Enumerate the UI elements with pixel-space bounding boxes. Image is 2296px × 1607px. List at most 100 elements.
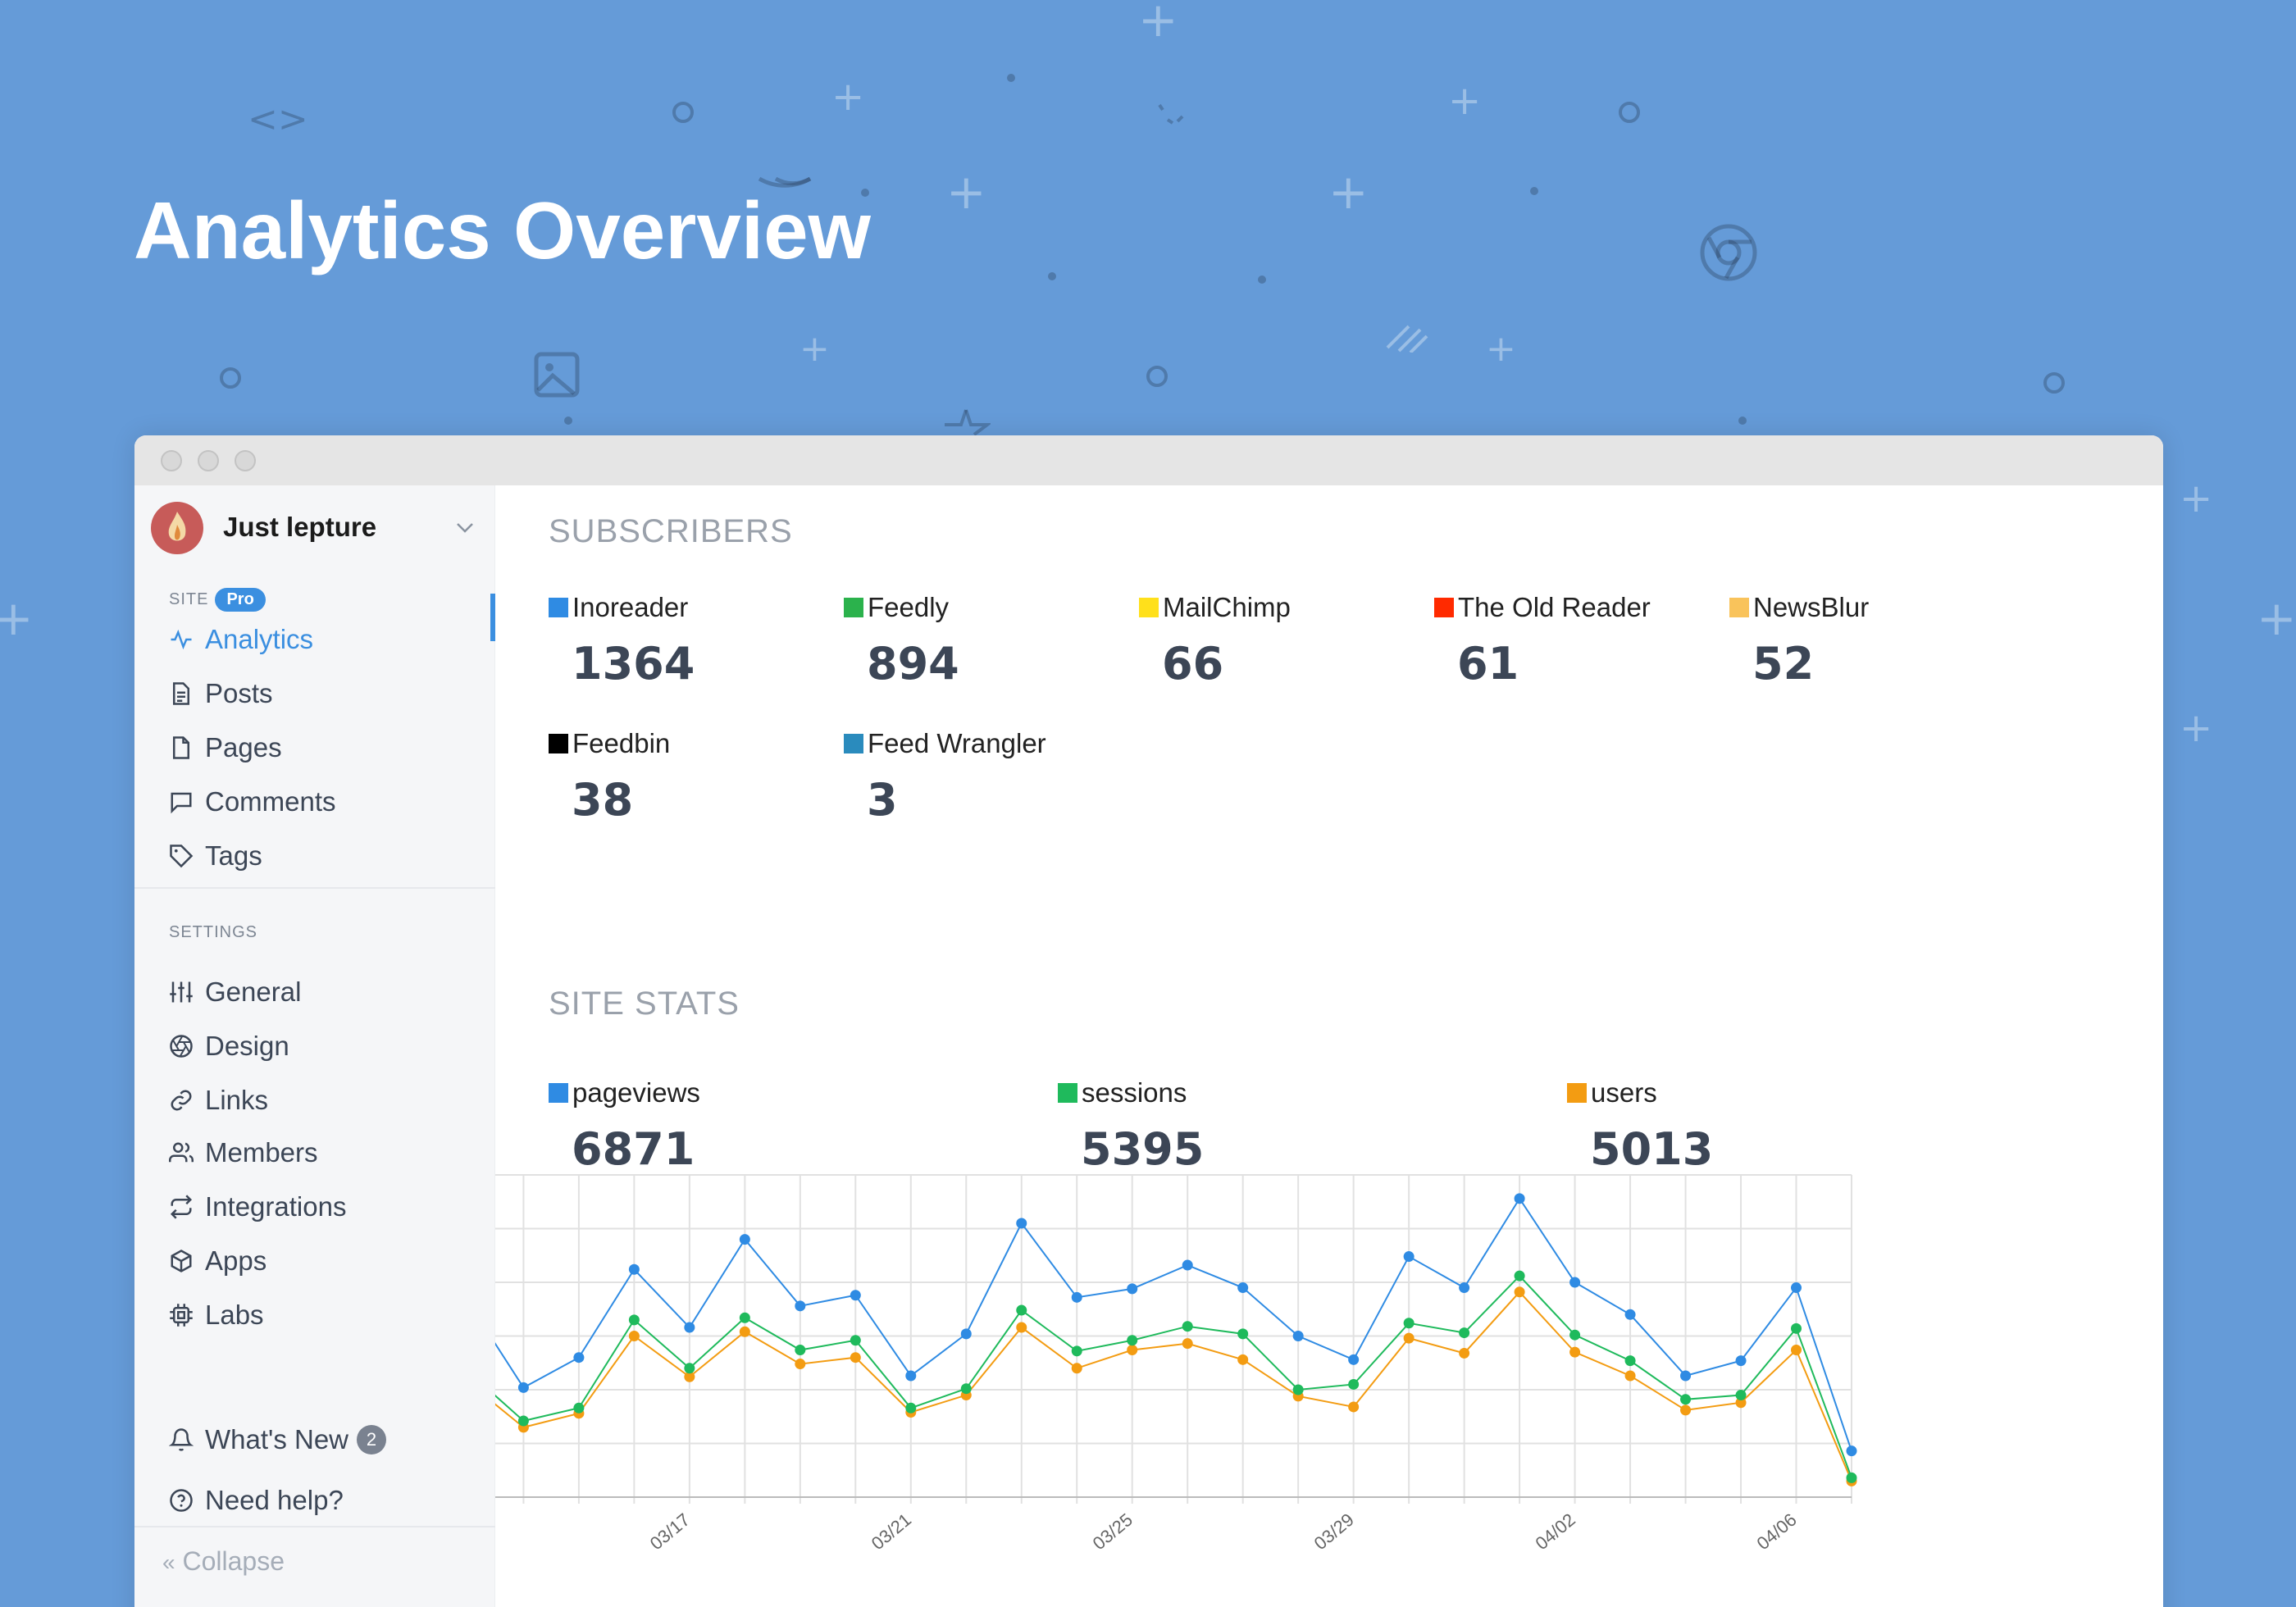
window-close-button[interactable] [161,450,182,471]
subscriber-name: Feedly [868,592,950,622]
plus-icon: + [2180,705,2213,751]
chart-point-sessions [1459,1327,1470,1339]
legend-swatch [1434,598,1454,617]
plus-icon: + [2180,476,2213,521]
site-stat-label: pageviews [549,1077,827,1109]
sidebar-item-label: Analytics [205,624,314,654]
dot-icon [1048,272,1056,280]
chart-point-users [1459,1347,1470,1359]
code-brackets-icon: <> [248,98,308,140]
chart-point-sessions [573,1402,585,1414]
subscriber-stat: The Old Reader 61 [1434,592,1713,690]
chart-point-pageviews [1514,1193,1525,1204]
sidebar-item-members[interactable]: Members [169,1131,481,1174]
settings-section-label: SETTINGS [169,923,258,941]
plus-icon: + [1328,164,1369,220]
chart-point-sessions [1569,1329,1581,1341]
sidebar-item-label: Pages [205,732,282,763]
chart-point-sessions [1182,1321,1193,1332]
chart-x-tick-label: 03/17 [646,1509,694,1555]
legend-swatch [844,598,863,617]
chart-point-pageviews [1624,1309,1636,1320]
subscriber-name: Feedbin [572,728,671,758]
sidebar-item-design[interactable]: Design [169,1025,481,1068]
sidebar-item-labs[interactable]: Labs [169,1294,481,1336]
sidebar-item-apps[interactable]: Apps [169,1240,481,1282]
dot-icon [1007,74,1015,82]
chart-point-sessions [1016,1304,1027,1316]
window-zoom-button[interactable] [235,450,256,471]
site-section-text: SITE [169,590,209,608]
aperture-icon [170,1035,193,1058]
sidebar-item-comments[interactable]: Comments [169,781,481,823]
sidebar: Just lepture SITE Pro Analytics Posts Pag… [134,485,495,1607]
chart-point-users [1514,1286,1525,1298]
activity-icon [171,629,192,650]
chart-point-users [1237,1354,1249,1365]
sidebar-item-label: Labs [205,1300,264,1330]
sidebar-item-label: Design [205,1031,289,1061]
whats-new-count-badge: 2 [357,1425,387,1454]
sidebar-item-tags[interactable]: Tags [169,835,481,877]
subscriber-name: Inoreader [572,592,689,622]
chart-point-sessions [628,1314,640,1326]
chart-point-users [628,1331,640,1341]
chart-series-line-users [495,1291,1852,1482]
subscriber-label: Feedbin [549,728,827,759]
circle-icon [1619,102,1640,123]
legend-swatch [549,598,568,617]
chart-point-sessions [1292,1384,1304,1395]
dot-icon [1530,187,1538,195]
chart-point-sessions [1071,1345,1082,1357]
sidebar-item-pages[interactable]: Pages [169,726,481,769]
chart-point-pageviews [1127,1283,1138,1295]
plus-icon: + [1486,328,1516,370]
chart-point-pageviews [628,1263,640,1275]
site-stat-name: users [1591,1077,1657,1108]
sidebar-item-links[interactable]: Links [169,1079,481,1122]
plus-icon: + [831,74,865,120]
sidebar-item-posts[interactable]: Posts [169,672,481,715]
chart-point-pageviews [795,1300,806,1312]
sidebar-item-general[interactable]: General [169,971,481,1013]
sidebar-item-integrations[interactable]: Integrations [169,1186,481,1228]
chart-point-sessions [1680,1394,1692,1405]
chart-x-tick-label: 03/29 [1310,1509,1358,1555]
chart-point-pageviews [960,1328,972,1340]
subscriber-count: 3 [867,774,898,826]
help-circle-icon [170,1489,193,1512]
star-icon [945,409,991,436]
chrome-icon [1700,224,1757,281]
whats-new-link[interactable]: What's New 2 [169,1418,481,1461]
chevron-down-icon[interactable] [453,515,477,539]
sidebar-divider [134,887,495,889]
legend-swatch [1139,598,1159,617]
dot-icon [564,417,572,425]
sidebar-item-analytics[interactable]: Analytics [169,618,481,661]
chart-point-sessions [1514,1270,1525,1282]
sidebar-item-label: General [205,976,302,1007]
chart-point-pageviews [1071,1291,1082,1303]
chart-point-users [1127,1345,1138,1356]
chart-point-pageviews [1791,1282,1802,1294]
sidebar-item-label: Tags [205,840,262,871]
need-help-link[interactable]: Need help? [169,1479,481,1522]
chart-x-tick-label: 04/06 [1752,1509,1800,1555]
site-stats-chart: 3503002502001501005003/0903/1303/1703/21… [495,1174,1857,1555]
comment-icon [171,792,192,814]
legend-swatch [549,734,568,753]
subscriber-count: 38 [572,774,634,826]
subscriber-count: 66 [1162,638,1224,690]
window-minimize-button[interactable] [198,450,219,471]
chart-point-pageviews [1237,1282,1249,1294]
collapse-button[interactable]: « Collapse [162,1546,285,1577]
site-stat-value: 6871 [572,1123,695,1175]
site-switcher[interactable]: Just lepture [151,502,479,556]
subscriber-count: 1364 [572,638,695,690]
site-avatar [151,502,203,554]
chart-point-pageviews [1182,1259,1193,1271]
subscriber-name: The Old Reader [1458,592,1651,622]
sidebar-item-label: Apps [205,1245,267,1276]
plus-icon: + [1448,78,1482,124]
whats-new-label: What's New [205,1424,349,1454]
